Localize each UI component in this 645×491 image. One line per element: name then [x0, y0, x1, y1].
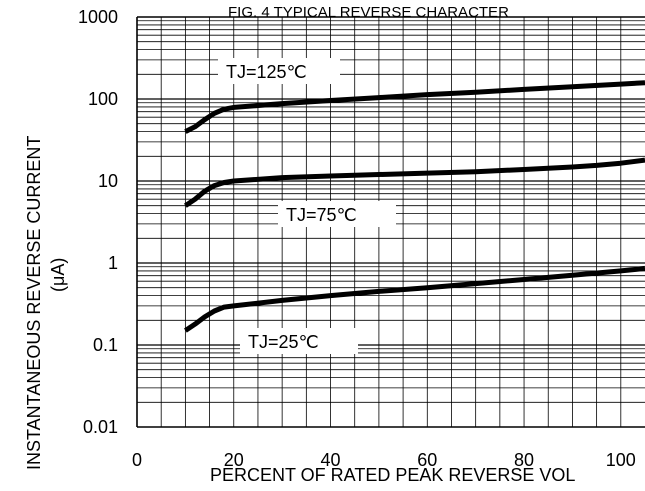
x-tick-label: 0: [132, 450, 142, 470]
y-tick-label: 0.1: [93, 335, 118, 355]
series-label-3: TJ=25℃: [248, 332, 319, 352]
curves: TJ=125℃ TJ=75℃ TJ=25℃: [184, 58, 645, 354]
plot-frame: [136, 16, 645, 428]
y-axis-unit: (μA): [48, 258, 68, 292]
series-label-bg: [240, 328, 358, 354]
series-line-2: [184, 157, 645, 208]
x-axis-title: PERCENT OF RATED PEAK REVERSE VOL: [210, 465, 575, 485]
y-tick-label: 0.01: [83, 417, 118, 437]
x-tick-label: 20: [224, 450, 244, 470]
y-tick-label: 100: [88, 89, 118, 109]
y-tick-label: 1000: [78, 7, 118, 27]
series-label-bg: [218, 58, 340, 84]
x-tick-label: 40: [321, 450, 341, 470]
series-line-1: [184, 80, 645, 134]
x-tick-label: 80: [514, 450, 534, 470]
chart-title: FIG. 4 TYPICAL REVERSE CHARACTER: [228, 4, 509, 21]
series-label-1: TJ=125℃: [226, 62, 307, 82]
series-line-3: [184, 265, 645, 333]
series-label-2: TJ=75℃: [286, 205, 357, 225]
x-tick-label: 60: [417, 450, 437, 470]
y-tick-label: 1: [108, 253, 118, 273]
series-label-bg: [278, 201, 396, 227]
x-tick-label: 100: [606, 450, 636, 470]
grid: [137, 17, 645, 427]
y-axis-title: INSTANTANEOUS REVERSE CURRENT: [24, 136, 44, 470]
tick-labels: 0 20 40 60 80 100 0.01 0.1 1 10 100 1000: [78, 7, 636, 470]
y-tick-label: 10: [98, 171, 118, 191]
